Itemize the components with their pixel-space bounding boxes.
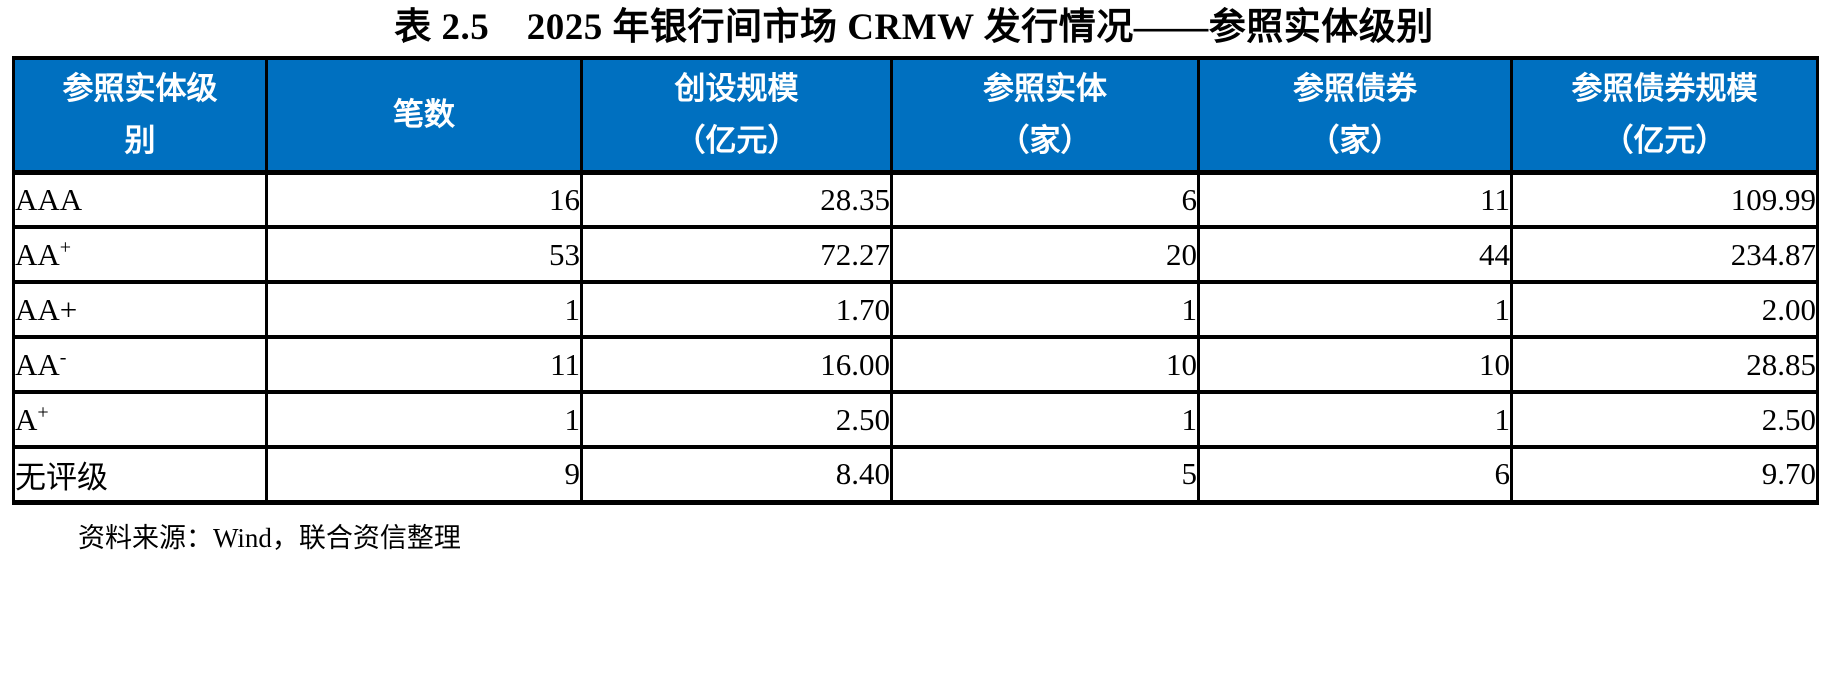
scale-cell: 1.70 [580,280,893,339]
header-line: 参照债券规模 [1571,70,1758,106]
entities-cell: 5 [890,445,1200,505]
rating-base: 无评级 [15,459,108,495]
rating-base: A [15,401,38,437]
header-row: 参照实体级 别 笔数 创设规模 （亿元） 参照实体 （家） 参照债券 （家 [12,56,1819,175]
header-cell-bond-scale: 参照债券规模 （亿元） [1510,56,1819,175]
header-cell-entities: 参照实体 （家） [890,56,1200,175]
bonds-cell: 44 [1197,225,1513,284]
bonds-cell: 6 [1197,445,1513,505]
bonds-cell: 1 [1197,390,1513,449]
table-row: A+ 1 2.50 1 1 2.50 [12,390,1819,449]
header-line: （亿元） [1602,122,1727,158]
bond-scale-cell: 2.50 [1510,390,1819,449]
rating-cell: 无评级 [12,445,268,505]
header-cell-bonds: 参照债券 （家） [1197,56,1513,175]
count-cell: 9 [265,445,583,505]
bonds-cell: 1 [1197,280,1513,339]
header-cell-count: 笔数 [265,56,583,175]
header-cell-scale: 创设规模 （亿元） [580,56,893,175]
rating-base: AA [15,346,60,382]
entities-cell: 6 [890,170,1200,229]
scale-cell: 16.00 [580,335,893,394]
count-cell: 53 [265,225,583,284]
table-row: AA+ 53 72.27 20 44 234.87 [12,225,1819,284]
bond-scale-cell: 234.87 [1510,225,1819,284]
rating-cell: AA+ [12,225,268,284]
scale-cell: 8.40 [580,445,893,505]
table-row: 无评级 9 8.40 5 6 9.70 [12,445,1819,505]
header-line: 参照实体级 [62,70,218,106]
table-row: AA- 11 16.00 10 10 28.85 [12,335,1819,394]
entities-cell: 1 [890,390,1200,449]
rating-cell: AA- [12,335,268,394]
rating-superscript: + [59,236,72,259]
bonds-cell: 11 [1197,170,1513,229]
scale-cell: 72.27 [580,225,893,284]
count-cell: 16 [265,170,583,229]
count-cell: 11 [265,335,583,394]
rating-base: AAA [15,181,83,217]
rating-superscript: - [59,346,67,369]
source-note: 资料来源：Wind，联合资信整理 [78,522,461,553]
bonds-cell: 10 [1197,335,1513,394]
bond-scale-cell: 2.00 [1510,280,1819,339]
header-cell-rating: 参照实体级 别 [12,56,268,175]
rating-base: AA [15,236,60,272]
crmw-issuance-table: 参照实体级 别 笔数 创设规模 （亿元） 参照实体 （家） 参照债券 （家 [12,56,1819,505]
bond-scale-cell: 9.70 [1510,445,1819,505]
table-row: AA+ 1 1.70 1 1 2.00 [12,280,1819,339]
count-cell: 1 [265,280,583,339]
entities-cell: 20 [890,225,1200,284]
rating-cell: A+ [12,390,268,449]
entities-cell: 1 [890,280,1200,339]
bond-scale-cell: 28.85 [1510,335,1819,394]
header-line: （亿元） [674,122,799,158]
scale-cell: 28.35 [580,170,893,229]
rating-superscript: + [37,401,49,424]
count-cell: 1 [265,390,583,449]
entities-cell: 10 [890,335,1200,394]
header-line: （家） [1308,122,1402,158]
rating-base: AA+ [15,291,78,327]
header-line: 创设规模 [674,70,799,106]
header-line: 参照债券 [1293,70,1417,106]
header-line: 笔数 [393,96,455,132]
scale-cell: 2.50 [580,390,893,449]
header-line: 参照实体 [983,70,1107,106]
rating-cell: AAA [12,170,268,229]
rating-cell: AA+ [12,280,268,339]
table-row: AAA 16 28.35 6 11 109.99 [12,170,1819,229]
table-title: 表 2.5 2025 年银行间市场 CRMW 发行情况——参照实体级别 [394,7,1434,48]
header-line: （家） [998,122,1092,158]
bond-scale-cell: 109.99 [1510,170,1819,229]
header-line: 别 [124,122,156,158]
